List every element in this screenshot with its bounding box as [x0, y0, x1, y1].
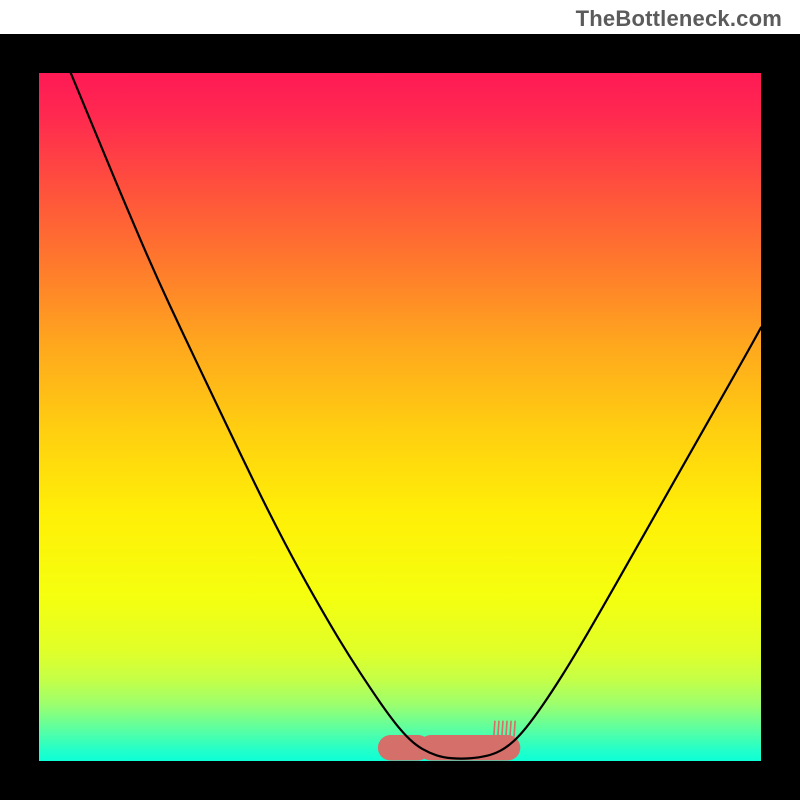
highlight-tassel — [494, 721, 495, 736]
highlight-tassel — [502, 721, 503, 736]
highlight-tassel — [514, 721, 515, 736]
watermark-text: TheBottleneck.com — [576, 6, 782, 32]
chart-outer — [0, 34, 800, 800]
chart-plot-area — [39, 73, 761, 761]
v-curve — [71, 73, 761, 759]
highlight-tassel — [506, 721, 507, 736]
highlight-tassel — [498, 721, 499, 736]
highlight-tassel — [510, 721, 511, 736]
chart-overlay-svg — [39, 73, 761, 761]
page-root: TheBottleneck.com — [0, 0, 800, 800]
